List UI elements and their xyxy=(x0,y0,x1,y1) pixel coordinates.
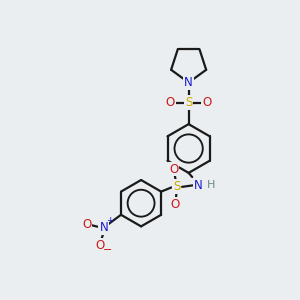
Text: N: N xyxy=(184,76,193,89)
Text: O: O xyxy=(96,238,105,252)
Text: H: H xyxy=(206,180,215,190)
Text: O: O xyxy=(202,96,212,109)
Text: O: O xyxy=(169,163,178,176)
Text: S: S xyxy=(185,96,192,109)
Text: O: O xyxy=(171,198,180,211)
Text: N: N xyxy=(99,221,108,234)
Text: N: N xyxy=(194,179,203,192)
Text: S: S xyxy=(173,180,180,194)
Text: O: O xyxy=(166,96,175,109)
Text: O: O xyxy=(82,218,91,231)
Text: +: + xyxy=(106,216,114,225)
Text: −: − xyxy=(103,244,112,255)
